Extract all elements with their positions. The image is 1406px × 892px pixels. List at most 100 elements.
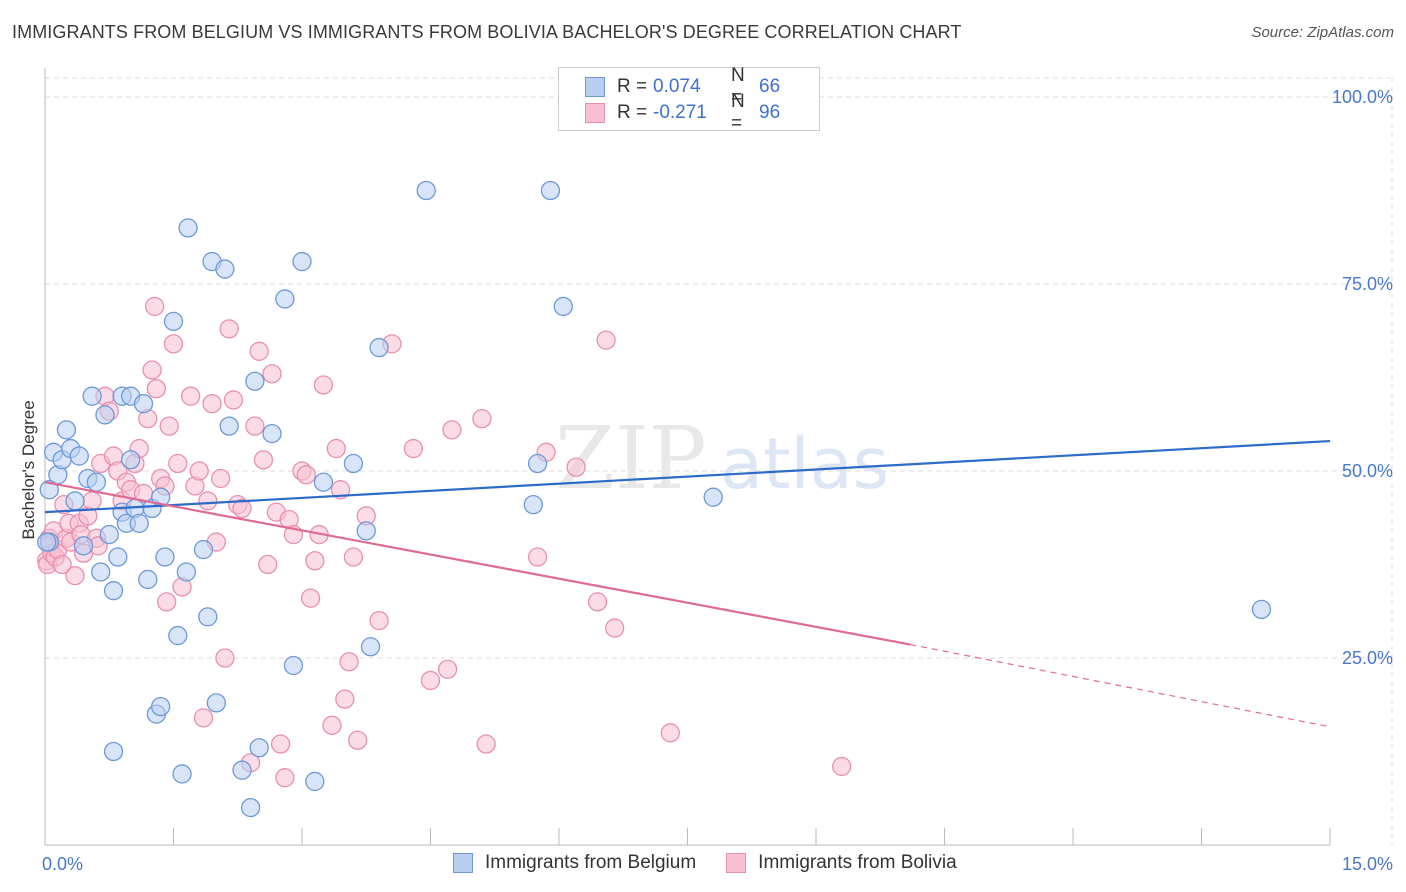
belgium-point-38 [193,539,214,560]
bolivia-point-60 [258,554,278,575]
bolivia-point-81 [369,610,389,631]
bolivia-points [37,296,852,788]
belgium-point-27 [138,569,158,590]
bolivia-point-34 [145,296,165,317]
series-legend: Immigrants from Belgium Immigrants from … [453,852,987,874]
belgium-point-55 [356,521,376,541]
belgium-r-value: 0.074 [653,76,701,97]
belgium-point-56 [360,637,381,657]
bolivia-point-61 [262,364,282,384]
belgium-point-17 [103,741,124,762]
belgium-swatch [585,77,605,97]
bolivia-point-74 [326,438,346,459]
belgium-point-26 [133,394,154,414]
trend-line-2 [910,643,1331,728]
bolivia-point-83 [403,438,424,459]
x-tick-label-1: 15.0% [1342,854,1393,874]
trend-line-1 [44,481,911,646]
bolivia-point-38 [156,592,177,612]
belgium-point-58 [416,180,436,201]
belgium-point-16 [103,581,124,601]
legend-row-bolivia: R = -0.271 N = 96 [585,91,781,134]
bolivia-point-47 [198,491,218,511]
belgium-point-36 [176,562,197,582]
trend-lines [44,439,1331,728]
belgium-point-48 [262,423,282,444]
bolivia-swatch [585,103,605,123]
bolivia-point-72 [313,375,334,395]
belgium-point-25 [129,513,149,534]
gridlines [45,77,1393,845]
bolivia-point-89 [527,547,548,567]
bolivia-point-50 [210,468,231,489]
bolivia-point-76 [335,689,355,709]
watermark-atlas: atlas [720,423,889,505]
belgium-point-14 [95,405,115,425]
belgium-point-7 [65,491,85,511]
belgium-point-60 [527,453,548,474]
belgium-point-39 [198,607,218,627]
belgium-point-61 [540,180,561,201]
bolivia-point-53 [223,390,244,410]
bolivia-point-70 [305,551,325,571]
bolivia-point-41 [168,453,188,474]
legend-item-belgium: Immigrants from Belgium [453,852,696,874]
legend-swatch-bolivia [726,853,747,873]
bolivia-point-39 [159,416,179,436]
belgium-point-13 [91,562,111,582]
belgium-point-44 [232,760,252,780]
bolivia-point-69 [300,588,321,608]
belgium-point-65 [37,532,57,552]
legend-label-belgium: Immigrants from Belgium [485,852,697,873]
y-tick-label-3: 25.0% [1342,648,1393,668]
belgium-point-34 [168,625,188,646]
trend-line-0 [44,439,1331,514]
y-tick-label-0: 100.0% [1332,87,1393,107]
y-tick-label-2: 50.0% [1342,461,1393,481]
belgium-point-42 [215,259,235,279]
belgium-n-value: 66 [759,76,781,97]
bolivia-r-value: -0.271 [653,102,707,123]
belgium-point-54 [343,453,364,474]
y-tick-label-1: 75.0% [1342,274,1393,294]
belgium-point-49 [275,289,295,309]
bolivia-point-68 [296,465,316,485]
bolivia-point-86 [442,420,462,440]
bolivia-point-46 [193,708,214,728]
belgium-point-51 [292,251,312,272]
belgium-point-9 [73,536,94,556]
legend-swatch-belgium [453,853,473,873]
belgium-point-41 [206,693,226,713]
belgium-point-30 [150,696,171,717]
tick-labels: 100.0% 75.0% 50.0% 25.0% 0.0% 15.0% [42,87,1393,874]
x-tick-label-0: 0.0% [42,854,83,874]
bolivia-point-59 [253,450,274,470]
bolivia-point-35 [146,379,167,399]
belgium-point-52 [305,771,325,792]
belgium-point-37 [178,218,198,238]
belgium-point-15 [99,524,119,545]
bolivia-r-label: R = [617,102,648,123]
bolivia-point-58 [249,341,269,361]
bolivia-n-value: 96 [759,102,781,123]
belgium-point-33 [163,311,184,332]
belgium-point-45 [240,797,261,818]
bolivia-point-84 [420,670,441,691]
bolivia-point-95 [660,723,681,743]
bolivia-point-91 [566,457,586,477]
legend-row-belgium: R = 0.074 N = 66 [585,65,781,108]
belgium-point-50 [283,655,304,676]
belgium-n-label: N = [731,65,745,108]
correlation-legend: R = 0.074 N = 66 R = -0.271 N = 96 [558,65,820,134]
bolivia-point-64 [275,768,295,788]
belgium-point-22 [121,450,141,470]
belgium-point-62 [553,296,573,317]
bolivia-point-75 [330,480,351,500]
bolivia-point-13 [65,566,85,586]
bolivia-point-88 [476,734,496,754]
bolivia-point-77 [339,652,359,672]
belgium-point-12 [86,472,107,492]
belgium-point-63 [703,487,723,507]
belgium-point-46 [245,371,265,391]
